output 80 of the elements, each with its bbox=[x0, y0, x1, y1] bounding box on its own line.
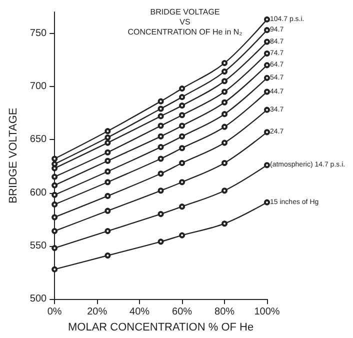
text: BRIDGE VOLTAGE VS CONCENTRATION OF He in N₂ bbox=[128, 8, 242, 36]
point bbox=[222, 99, 228, 106]
point bbox=[158, 156, 164, 162]
point bbox=[158, 211, 164, 218]
point bbox=[264, 74, 270, 81]
point bbox=[179, 145, 186, 152]
point bbox=[158, 106, 164, 112]
point bbox=[179, 112, 186, 118]
point bbox=[264, 16, 270, 22]
point bbox=[264, 129, 270, 136]
x-tick-label: 20% bbox=[87, 306, 108, 318]
point bbox=[52, 156, 58, 162]
point bbox=[158, 133, 164, 140]
point bbox=[158, 98, 164, 104]
point bbox=[179, 160, 186, 166]
point bbox=[222, 220, 228, 227]
point bbox=[104, 168, 111, 174]
point bbox=[104, 192, 111, 199]
point bbox=[179, 94, 186, 100]
point bbox=[222, 78, 228, 84]
point bbox=[222, 188, 228, 194]
point bbox=[52, 192, 58, 198]
point bbox=[104, 158, 111, 164]
y-tick-label: 750 bbox=[30, 28, 48, 39]
point bbox=[52, 245, 58, 252]
point bbox=[104, 128, 111, 134]
y-tick-label: 550 bbox=[30, 240, 48, 252]
point bbox=[52, 182, 58, 188]
point bbox=[158, 122, 164, 129]
point bbox=[222, 111, 228, 118]
point bbox=[104, 140, 111, 146]
point bbox=[222, 140, 228, 146]
point bbox=[52, 266, 58, 272]
point bbox=[264, 88, 270, 95]
x-axis-title: MOLAR CONCENTRATION % OF He bbox=[68, 322, 254, 334]
point bbox=[52, 201, 58, 208]
point bbox=[264, 62, 270, 68]
point bbox=[104, 208, 111, 214]
y-tick-label: 500 bbox=[30, 294, 48, 305]
y-tick-label: 650 bbox=[30, 134, 48, 146]
y-axis-title: BRIDGE VOLTAGE bbox=[8, 108, 20, 204]
point bbox=[179, 122, 186, 129]
point bbox=[179, 102, 186, 109]
point bbox=[104, 252, 111, 258]
point bbox=[104, 228, 111, 234]
point bbox=[222, 88, 228, 95]
point bbox=[52, 174, 58, 180]
x-tick-label: 60% bbox=[172, 306, 192, 318]
point bbox=[104, 179, 111, 186]
point bbox=[222, 60, 228, 66]
y-tick-label: 600 bbox=[30, 187, 48, 198]
x-tick-label: 0% bbox=[47, 306, 62, 318]
point bbox=[222, 68, 228, 75]
point bbox=[52, 228, 58, 234]
point bbox=[179, 179, 186, 186]
point bbox=[222, 124, 228, 130]
point bbox=[179, 86, 186, 92]
point bbox=[264, 106, 270, 113]
y-tick-label: 700 bbox=[30, 80, 48, 92]
point bbox=[158, 188, 164, 194]
point bbox=[158, 144, 164, 150]
point bbox=[264, 199, 270, 206]
x-tick-label: 40% bbox=[130, 306, 150, 318]
point bbox=[179, 133, 186, 140]
point bbox=[52, 165, 58, 172]
point bbox=[179, 204, 186, 210]
point bbox=[104, 149, 111, 156]
point bbox=[158, 238, 164, 245]
x-tick-label: 100% bbox=[254, 306, 280, 318]
point bbox=[264, 162, 270, 168]
point bbox=[158, 113, 164, 120]
point bbox=[158, 170, 164, 177]
point bbox=[52, 214, 58, 220]
point bbox=[222, 160, 228, 166]
point bbox=[104, 134, 111, 140]
point bbox=[264, 50, 270, 56]
x-tick-label: 80% bbox=[214, 306, 235, 318]
point bbox=[264, 38, 270, 45]
point bbox=[179, 232, 186, 238]
point bbox=[264, 27, 270, 34]
